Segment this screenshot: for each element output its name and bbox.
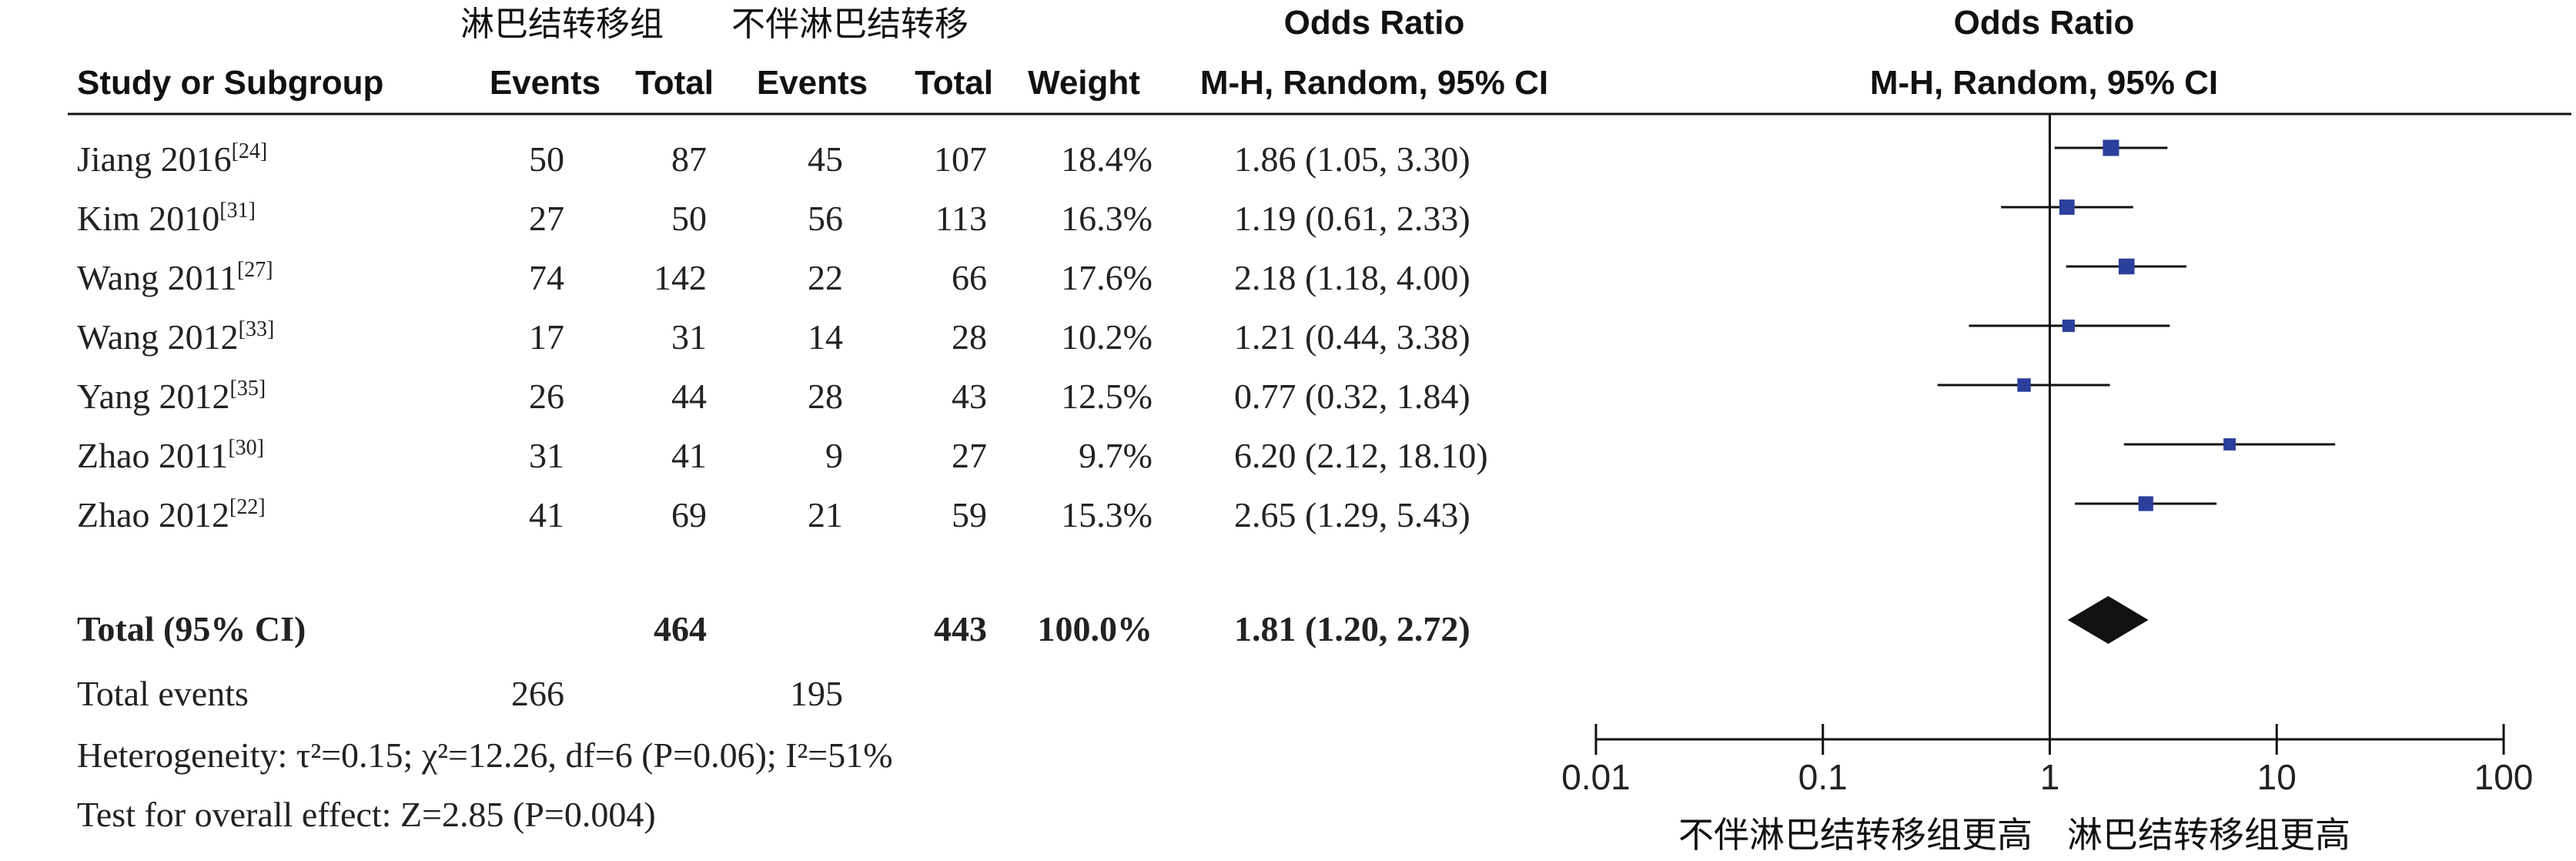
events2-cell: 45 [808, 139, 843, 179]
favours-left-label: 不伴淋巴结转移组更高 [1678, 814, 2032, 856]
events1-cell: 41 [529, 495, 564, 534]
total1-cell: 50 [671, 199, 707, 238]
point-estimate-marker [2103, 139, 2119, 156]
study-name: Wang 2012[33] [77, 317, 274, 357]
x-tick-label: 10 [2257, 757, 2297, 797]
point-estimate-marker [2138, 496, 2153, 511]
total1-cell: 69 [671, 495, 707, 534]
plot-method-header: M-H, Random, 95% CI [1870, 64, 2218, 102]
total1-cell: 464 [654, 609, 707, 648]
study-row: Jiang 2016[24] 50 87 45 107 18.4% 1.86 (… [77, 139, 1470, 179]
events2-column-header: Events [757, 64, 868, 102]
total1-cell: 31 [671, 317, 707, 357]
total2-cell: 28 [952, 317, 987, 357]
events1-cell: 17 [529, 317, 564, 357]
total1-column-header: Total [635, 64, 714, 102]
events1-cell: 31 [529, 436, 564, 475]
total-label: Total (95% CI) [77, 609, 306, 648]
weight-cell: 18.4% [1061, 139, 1153, 179]
group2-header: 不伴淋巴结转移 [731, 5, 969, 44]
total-events2-cell: 195 [790, 674, 843, 713]
events2-cell: 22 [808, 258, 843, 297]
total-events-label: Total events [77, 674, 249, 713]
favours-right-label: 淋巴结转移组更高 [2067, 814, 2350, 856]
point-estimate-marker [2118, 258, 2135, 275]
method-column-header: M-H, Random, 95% CI [1200, 64, 1548, 102]
study-row: Zhao 2011[30] 31 41 9 27 9.7% 6.20 (2.12… [77, 436, 1488, 475]
study-marks [1937, 139, 2336, 511]
total2-cell: 66 [952, 258, 987, 297]
overall-effect-text: Test for overall effect: Z=2.85 (P=0.004… [77, 795, 656, 834]
odds-ratio-header: Odds Ratio [1284, 4, 1465, 42]
study-row: Kim 2010[31] 27 50 56 113 16.3% 1.19 (0.… [77, 199, 1470, 238]
events2-cell: 56 [808, 199, 843, 238]
x-tick-label: 0.1 [1798, 757, 1848, 797]
weight-cell: 17.6% [1061, 258, 1153, 297]
study-row: Wang 2012[33] 17 31 14 28 10.2% 1.21 (0.… [77, 317, 1470, 357]
events1-cell: 26 [529, 377, 564, 416]
study-name: Kim 2010[31] [77, 199, 256, 238]
point-estimate-marker [2223, 438, 2236, 451]
total-ci-cell: 1.81 (1.20, 2.72) [1234, 609, 1470, 648]
ci-cell: 2.65 (1.29, 5.43) [1234, 495, 1470, 534]
total2-cell: 113 [935, 199, 987, 238]
total1-cell: 142 [654, 258, 707, 297]
ci-cell: 1.21 (0.44, 3.38) [1234, 317, 1470, 357]
x-tick-label: 100 [2474, 757, 2534, 797]
weight-cell: 15.3% [1061, 495, 1153, 534]
events2-cell: 9 [825, 436, 843, 475]
x-tick-label: 1 [2040, 757, 2060, 797]
x-axis-ticks: 0.01 0.1 1 10 100 [1561, 724, 2533, 797]
total-row: Total (95% CI) 464 443 100.0% 1.81 (1.20… [77, 609, 1470, 648]
study-column-header: Study or Subgroup [77, 64, 383, 102]
point-estimate-marker [2017, 378, 2031, 392]
weight-cell: 12.5% [1061, 377, 1153, 416]
total-events-row: Total events 266 195 [77, 674, 843, 713]
study-name: Zhao 2011[30] [77, 436, 264, 475]
events2-cell: 21 [808, 495, 843, 534]
group1-header: 淋巴结转移组 [460, 5, 664, 44]
weight-cell: 10.2% [1061, 317, 1153, 357]
ci-cell: 1.19 (0.61, 2.33) [1234, 199, 1470, 238]
point-estimate-marker [2059, 199, 2075, 215]
study-name: Yang 2012[35] [77, 377, 266, 416]
total2-cell: 27 [952, 436, 987, 475]
study-name: Jiang 2016[24] [77, 139, 267, 179]
plot-odds-ratio-header: Odds Ratio [1954, 4, 2135, 42]
ci-cell: 2.18 (1.18, 4.00) [1234, 258, 1470, 297]
total1-cell: 87 [671, 139, 707, 179]
total2-column-header: Total [915, 64, 993, 102]
total2-cell: 43 [952, 377, 987, 416]
total1-cell: 44 [671, 377, 707, 416]
weight-cell: 9.7% [1079, 436, 1153, 475]
events1-cell: 74 [529, 258, 564, 297]
weight-column-header: Weight [1028, 64, 1140, 102]
events1-cell: 27 [529, 199, 564, 238]
events1-column-header: Events [490, 64, 601, 102]
total1-cell: 41 [671, 436, 707, 475]
ci-cell: 1.86 (1.05, 3.30) [1234, 139, 1470, 179]
point-estimate-marker [2062, 319, 2075, 333]
study-name: Wang 2011[27] [77, 258, 273, 297]
ci-cell: 0.77 (0.32, 1.84) [1234, 377, 1470, 416]
weight-cell: 16.3% [1061, 199, 1153, 238]
events1-cell: 50 [529, 139, 564, 179]
study-row: Zhao 2012[22] 41 69 21 59 15.3% 2.65 (1.… [77, 495, 1470, 534]
ci-cell: 6.20 (2.12, 18.10) [1234, 436, 1488, 475]
total-weight-cell: 100.0% [1038, 609, 1153, 648]
total2-cell: 443 [934, 609, 987, 648]
total-events1-cell: 266 [511, 674, 564, 713]
study-row: Wang 2011[27] 74 142 22 66 17.6% 2.18 (1… [77, 258, 1470, 297]
x-tick-label: 0.01 [1561, 757, 1631, 797]
events2-cell: 14 [808, 317, 843, 357]
study-name: Zhao 2012[22] [77, 495, 266, 534]
pooled-diamond [2067, 596, 2149, 644]
events2-cell: 28 [808, 377, 843, 416]
heterogeneity-text: Heterogeneity: τ²=0.15; χ²=12.26, df=6 (… [77, 735, 893, 775]
forest-plot: 0.01 0.1 1 10 100 [1561, 114, 2533, 797]
total2-cell: 107 [934, 139, 987, 179]
study-row: Yang 2012[35] 26 44 28 43 12.5% 0.77 (0.… [77, 377, 1470, 416]
total2-cell: 59 [952, 495, 987, 534]
